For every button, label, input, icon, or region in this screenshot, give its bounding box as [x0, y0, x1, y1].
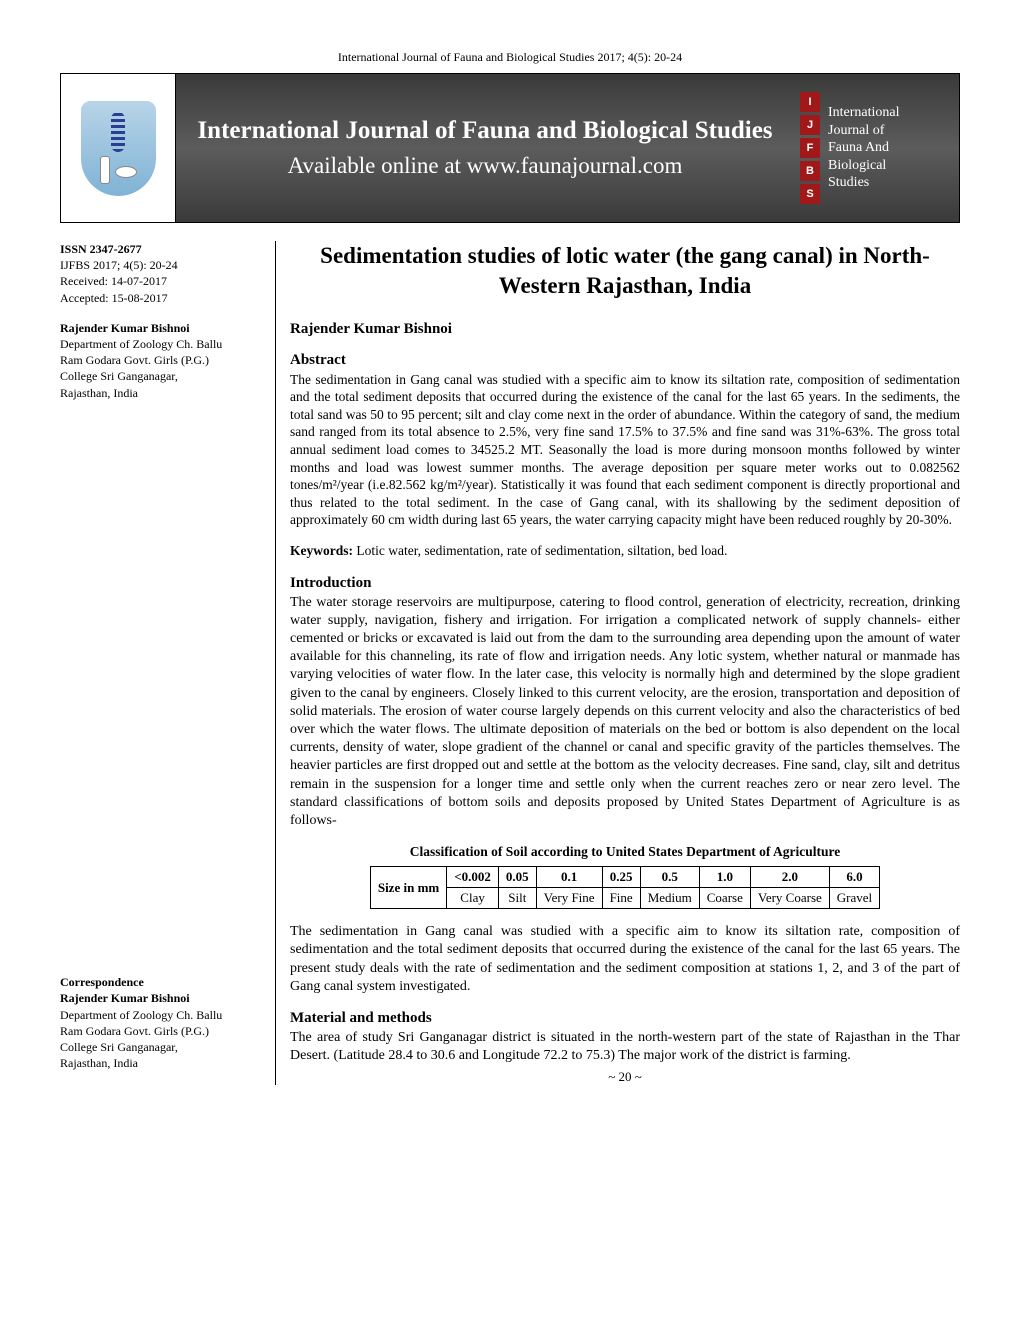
acronym-letter: B: [800, 161, 820, 181]
table-cell: 0.25: [602, 867, 640, 888]
table-cell: 2.0: [750, 867, 829, 888]
table-cell: 0.05: [498, 867, 536, 888]
soil-classification-table: Size in mm <0.002 0.05 0.1 0.25 0.5 1.0 …: [370, 866, 880, 909]
journal-logo: [61, 74, 176, 222]
banner-center: International Journal of Fauna and Biolo…: [176, 74, 794, 222]
table-cell: Very Fine: [536, 888, 602, 909]
correspondence-block: Correspondence Rajender Kumar Bishnoi De…: [60, 974, 263, 1071]
introduction-heading: Introduction: [290, 575, 960, 592]
correspondence-line: Ram Godara Govt. Girls (P.G.): [60, 1023, 263, 1039]
table-cell: 1.0: [699, 867, 750, 888]
accepted-date: Accepted: 15-08-2017: [60, 290, 263, 306]
table-cell: <0.002: [447, 867, 499, 888]
abstract-heading: Abstract: [290, 352, 960, 369]
post-table-text: The sedimentation in Gang canal was stud…: [290, 923, 960, 996]
banner-subtitle: Available online at www.faunajournal.com: [288, 153, 683, 179]
affiliation-line: Department of Zoology Ch. Ballu: [60, 336, 263, 352]
methods-heading: Material and methods: [290, 1010, 960, 1027]
correspondence-line: Rajasthan, India: [60, 1055, 263, 1071]
table-row: Size in mm <0.002 0.05 0.1 0.25 0.5 1.0 …: [370, 867, 879, 888]
correspondence-name: Rajender Kumar Bishnoi: [60, 990, 263, 1006]
table-cell: Gravel: [829, 888, 879, 909]
sidebar: ISSN 2347-2677 IJFBS 2017; 4(5): 20-24 R…: [60, 241, 275, 1085]
header-citation: International Journal of Fauna and Biolo…: [60, 50, 960, 65]
keywords-label: Keywords:: [290, 543, 353, 558]
introduction-text: The water storage reservoirs are multipu…: [290, 594, 960, 830]
affiliation-line: Ram Godara Govt. Girls (P.G.): [60, 352, 263, 368]
article-title: Sedimentation studies of lotic water (th…: [290, 241, 960, 301]
affiliation-line: College Sri Ganganagar,: [60, 368, 263, 384]
table-cell: Fine: [602, 888, 640, 909]
table-cell: Medium: [640, 888, 699, 909]
table-caption: Classification of Soil according to Unit…: [290, 844, 960, 860]
banner-title: International Journal of Fauna and Biolo…: [197, 117, 772, 145]
correspondence-line: Department of Zoology Ch. Ballu: [60, 1007, 263, 1023]
keywords-text: Lotic water, sedimentation, rate of sedi…: [353, 543, 727, 558]
journal-banner: International Journal of Fauna and Biolo…: [60, 73, 960, 223]
issn: ISSN 2347-2677: [60, 241, 263, 257]
author-block: Rajender Kumar Bishnoi Department of Zoo…: [60, 320, 263, 401]
acronym-letter: I: [800, 92, 820, 112]
table-cell: Clay: [447, 888, 499, 909]
table-row-label: Size in mm: [370, 867, 446, 909]
content-columns: ISSN 2347-2677 IJFBS 2017; 4(5): 20-24 R…: [60, 241, 960, 1085]
table-cell: 6.0: [829, 867, 879, 888]
acronym-letter: J: [800, 115, 820, 135]
issn-block: ISSN 2347-2677 IJFBS 2017; 4(5): 20-24 R…: [60, 241, 263, 306]
correspondence-label: Correspondence: [60, 974, 263, 990]
journal-ref: IJFBS 2017; 4(5): 20-24: [60, 257, 263, 273]
table-cell: 0.5: [640, 867, 699, 888]
page-number: ~ 20 ~: [290, 1069, 960, 1085]
abstract-text: The sedimentation in Gang canal was stud…: [290, 371, 960, 529]
affiliation-line: Rajasthan, India: [60, 385, 263, 401]
article-author: Rajender Kumar Bishnoi: [290, 321, 960, 338]
sidebar-author-name: Rajender Kumar Bishnoi: [60, 320, 263, 336]
methods-text: The area of study Sri Ganganagar distric…: [290, 1029, 960, 1065]
table-cell: Coarse: [699, 888, 750, 909]
table-cell: 0.1: [536, 867, 602, 888]
correspondence-line: College Sri Ganganagar,: [60, 1039, 263, 1055]
acronym-letter: S: [800, 184, 820, 204]
banner-acronym-stack: I J F B S: [800, 92, 820, 204]
acronym-letter: F: [800, 138, 820, 158]
banner-right: I J F B S International Journal of Fauna…: [794, 74, 959, 222]
banner-right-text: International Journal of Fauna And Biolo…: [828, 104, 900, 192]
table-cell: Silt: [498, 888, 536, 909]
keywords: Keywords: Lotic water, sedimentation, ra…: [290, 543, 960, 559]
table-cell: Very Coarse: [750, 888, 829, 909]
table-row: Clay Silt Very Fine Fine Medium Coarse V…: [370, 888, 879, 909]
main-article: Sedimentation studies of lotic water (th…: [276, 241, 960, 1085]
received-date: Received: 14-07-2017: [60, 273, 263, 289]
